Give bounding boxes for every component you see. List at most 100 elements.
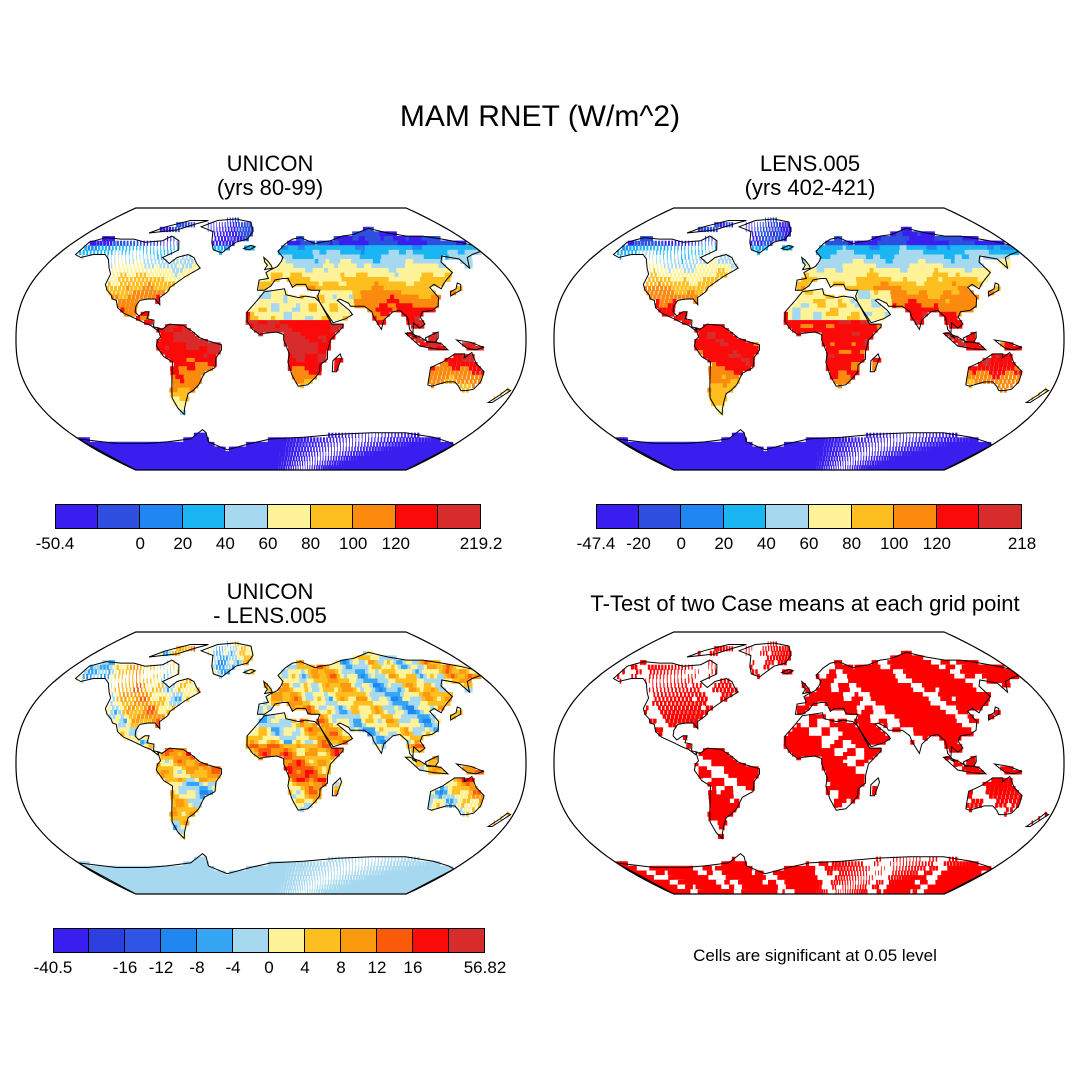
grid-cell: [995, 357, 1000, 363]
grid-cell: [344, 432, 347, 438]
grid-cell: [671, 240, 674, 246]
grid-cell: [715, 342, 721, 347]
grid-cell: [344, 272, 350, 278]
grid-cell: [868, 324, 874, 329]
grid-cell: [910, 451, 914, 457]
grid-cell: [907, 268, 914, 274]
grid-cell: [899, 437, 901, 443]
grid-cell: [346, 460, 350, 466]
grid-cell: [884, 311, 890, 317]
grid-cell: [414, 311, 420, 317]
grid-cell: [343, 455, 346, 462]
grid-cell: [698, 339, 704, 343]
grid-cell: [408, 277, 415, 282]
grid-cell: [235, 455, 241, 462]
grid-cell: [989, 370, 993, 376]
grid-cell: [870, 240, 877, 246]
grid-cell: [659, 259, 661, 265]
grid-cell: [414, 432, 416, 438]
grid-cell: [283, 316, 289, 321]
grid-cell: [119, 268, 121, 274]
grid-cell: [768, 222, 770, 228]
grid-cell: [138, 285, 142, 291]
grid-cell: [851, 339, 857, 343]
grid-cell: [849, 441, 852, 448]
grid-cell: [338, 263, 344, 269]
grid-cell: [718, 401, 725, 407]
grid-cell: [641, 240, 644, 246]
grid-cell: [125, 245, 128, 251]
grid-cell: [374, 455, 379, 462]
grid-cell: [828, 437, 832, 443]
grid-cell: [401, 290, 407, 296]
grid-cell: [697, 226, 701, 233]
grid-cell: [926, 290, 933, 296]
grid-cell: [394, 446, 398, 452]
grid-cell: [184, 222, 187, 228]
grid-cell: [186, 349, 192, 355]
grid-cell: [890, 254, 897, 260]
grid-cell: [841, 240, 847, 246]
grid-cell: [335, 268, 342, 274]
grid-cell: [217, 245, 220, 251]
grid-cell: [292, 362, 297, 367]
grid-cell: [262, 328, 268, 333]
grid-cell: [390, 281, 397, 287]
grid-cell: [910, 460, 916, 466]
grid-cell: [321, 441, 323, 448]
grid-cell: [322, 332, 327, 337]
grid-cell: [826, 332, 831, 337]
grid-cell: [656, 254, 657, 260]
grid-cell: [617, 249, 620, 256]
grid-cell: [851, 465, 854, 470]
grid-cell: [873, 455, 876, 462]
grid-cell: [279, 303, 285, 309]
grid-cell: [796, 285, 802, 291]
grid-cell: [212, 240, 215, 246]
grid-cell: [208, 441, 215, 448]
grid-cell: [836, 455, 838, 462]
grid-cell: [953, 268, 961, 274]
grid-cell: [275, 311, 280, 317]
grid-cell: [919, 254, 927, 260]
grid-cell: [318, 245, 324, 251]
grid-cell: [845, 245, 852, 251]
grid-cell: [182, 254, 185, 260]
grid-cell: [287, 245, 293, 251]
grid-cell: [717, 396, 724, 402]
grid-cell: [338, 281, 344, 287]
grid-cell: [842, 362, 848, 367]
grid-cell: [117, 303, 121, 309]
grid-cell: [902, 441, 904, 448]
grid-cell: [422, 294, 429, 300]
grid-cell: [860, 455, 862, 462]
grid-cell: [702, 268, 706, 274]
grid-cell: [858, 299, 864, 304]
grid-cell: [375, 432, 376, 438]
grid-cell: [707, 277, 711, 282]
grid-cell: [876, 455, 878, 462]
grid-cell: [287, 307, 293, 313]
grid-cell: [809, 316, 814, 321]
grid-cell: [666, 272, 669, 278]
grid-cell: [903, 268, 910, 274]
grid-cell: [915, 294, 922, 300]
grid-cell: [871, 299, 877, 304]
grid-cell: [825, 240, 830, 246]
grid-cell: [825, 357, 831, 363]
grid-cell: [275, 290, 280, 296]
grid-cell: [971, 272, 979, 278]
grid-cell: [892, 268, 899, 274]
grid-cell: [368, 437, 370, 443]
grid-cell: [866, 294, 872, 300]
grid-cell: [709, 281, 713, 287]
grid-cell: [176, 277, 181, 282]
grid-cell: [737, 370, 743, 376]
grid-cell: [863, 465, 866, 470]
grid-cell: [1003, 362, 1008, 367]
grid-cell: [821, 460, 825, 466]
grid-cell: [711, 332, 717, 337]
grid-cell: [277, 437, 281, 443]
grid-cell: [749, 362, 755, 367]
grid-cell: [266, 290, 272, 296]
